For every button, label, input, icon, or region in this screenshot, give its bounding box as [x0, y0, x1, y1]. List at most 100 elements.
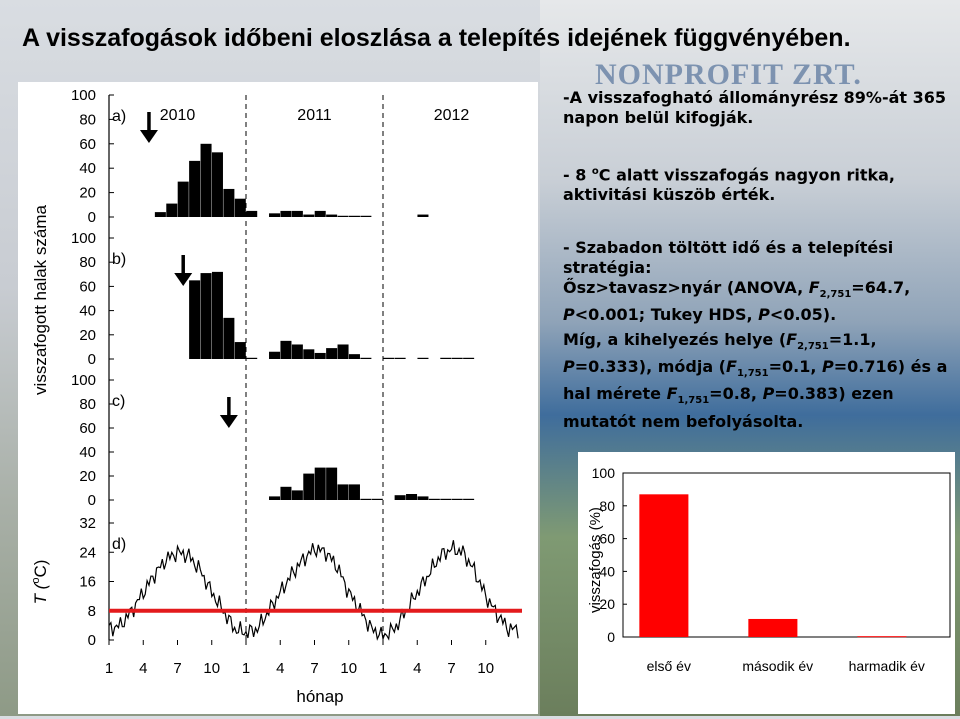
- bullet-threshold: - 8 oC alatt visszafogás nagyon ritka, a…: [563, 162, 953, 205]
- bullet-text: =0.8,: [709, 384, 763, 404]
- y-tick-label: 40: [599, 563, 615, 579]
- bullet-other-factors: Míg, a kihelyezés helye (F2,751=1.1, P=0…: [563, 330, 953, 432]
- bar: [371, 498, 383, 500]
- y-tick-label: 40: [79, 303, 96, 320]
- bar: [417, 357, 429, 359]
- y-tick-label: 16: [79, 574, 96, 591]
- bar: [246, 357, 258, 359]
- bar: [360, 215, 372, 217]
- bar: [348, 484, 360, 500]
- x-tick-label: 1: [105, 660, 113, 677]
- bullet-text: Míg, a kihelyezés helye (: [563, 330, 787, 349]
- bar: [337, 344, 349, 359]
- bar: [223, 188, 235, 217]
- y-tick-label: 80: [599, 498, 615, 514]
- bar: [360, 498, 372, 500]
- stat-symbol: P: [758, 305, 770, 325]
- bar: [269, 351, 281, 359]
- bar: [417, 214, 429, 217]
- bar: [348, 354, 360, 359]
- y-tick-label: 20: [599, 596, 615, 612]
- x-tick-label: 1: [242, 660, 250, 677]
- bullet-text: mutatót nem befolyásolta.: [563, 411, 804, 431]
- bullet-text: <0.05).: [769, 305, 837, 325]
- x-tick-label: 10: [203, 660, 220, 677]
- stat-symbol: P: [821, 357, 834, 377]
- bar: [337, 484, 349, 500]
- bar: [451, 498, 463, 500]
- stat-symbol: F: [808, 278, 820, 297]
- stat-symbol: P: [563, 357, 575, 377]
- bar: [326, 467, 338, 500]
- recapture-chart-panel: 2010 2011 2012 0 20 40 60 80 100 a) 0 20 40 60 80 100 b)…: [18, 82, 538, 714]
- bar: [303, 473, 315, 500]
- bar: [269, 213, 281, 217]
- x-tick-label: 7: [173, 660, 181, 677]
- bullet-text: =0.716) és a: [833, 357, 948, 377]
- y-tick-label: 0: [88, 492, 96, 509]
- y-tick-label: 20: [79, 327, 96, 344]
- release-arrow-head: [219, 415, 238, 428]
- slide-title: A visszafogások időbeni eloszlása a tele…: [22, 24, 851, 52]
- bar: [291, 344, 303, 359]
- bar: [280, 340, 292, 359]
- stat-symbol: P: [563, 305, 575, 325]
- bar: [280, 210, 292, 217]
- findings-text: -A visszafogható állományrész 89%-át 365…: [545, 82, 955, 442]
- panel-label: d): [112, 536, 126, 553]
- bar: [211, 271, 223, 359]
- bar: [246, 210, 258, 217]
- category-label: első év: [647, 658, 691, 674]
- watermark-logo: NONPROFIT ZRT.: [595, 58, 862, 91]
- y-tick-label: 0: [88, 632, 96, 649]
- bar: [200, 143, 212, 217]
- y-axis-label: visszafogott halak száma: [31, 204, 50, 394]
- bullet-text: =0.1,: [768, 357, 822, 377]
- bar: [314, 352, 326, 359]
- panel-label: c): [112, 393, 125, 410]
- bar: [857, 636, 907, 638]
- bar: [406, 494, 418, 500]
- bar: [291, 210, 303, 217]
- stat-symbol: F: [666, 384, 678, 404]
- bar: [326, 348, 338, 359]
- y-tick-label: 20: [79, 185, 96, 202]
- panel-label: a): [112, 108, 126, 125]
- bar: [234, 342, 246, 359]
- x-tick-label: 7: [447, 660, 455, 677]
- y-tick-label: 0: [88, 209, 96, 226]
- bar: [269, 496, 281, 500]
- y-tick-label: 20: [79, 468, 96, 485]
- bar: [748, 618, 798, 637]
- stat-symbol: P: [762, 384, 775, 404]
- stat-df: 1,751: [736, 368, 769, 380]
- year-label: 2012: [434, 107, 470, 124]
- y-tick-label: 60: [79, 136, 96, 153]
- bar: [417, 496, 429, 500]
- y-tick-label: 100: [592, 465, 616, 481]
- y-axis-label: visszafogás (%): [587, 507, 604, 613]
- release-arrow-head: [139, 130, 158, 143]
- bar: [326, 214, 338, 217]
- temperature-axis-label: T (oC): [30, 560, 50, 605]
- bullet-text: - Szabadon töltött idő és a telepítési s…: [563, 238, 894, 277]
- bar: [348, 215, 360, 217]
- y-tick-label: 8: [88, 603, 96, 620]
- bar: [463, 357, 475, 359]
- x-tick-label: 4: [413, 660, 421, 677]
- x-tick-label: 7: [310, 660, 318, 677]
- x-axis-label: hónap: [296, 687, 343, 706]
- bar: [428, 498, 440, 500]
- y-tick-label: 0: [88, 351, 96, 368]
- stat-symbol: F: [726, 357, 737, 377]
- bullet-recapture-rate: -A visszafogható állományrész 89%-át 365…: [563, 88, 953, 128]
- bar: [189, 160, 201, 217]
- temperature-label-unit: C): [31, 560, 50, 578]
- category-label: második év: [742, 658, 813, 674]
- x-tick-label: 10: [477, 660, 494, 677]
- bullet-text: =64.7,: [851, 278, 911, 297]
- x-tick-label: 4: [276, 660, 284, 677]
- bar: [223, 317, 235, 359]
- year-label: 2010: [160, 107, 196, 124]
- y-tick-label: 40: [79, 160, 96, 177]
